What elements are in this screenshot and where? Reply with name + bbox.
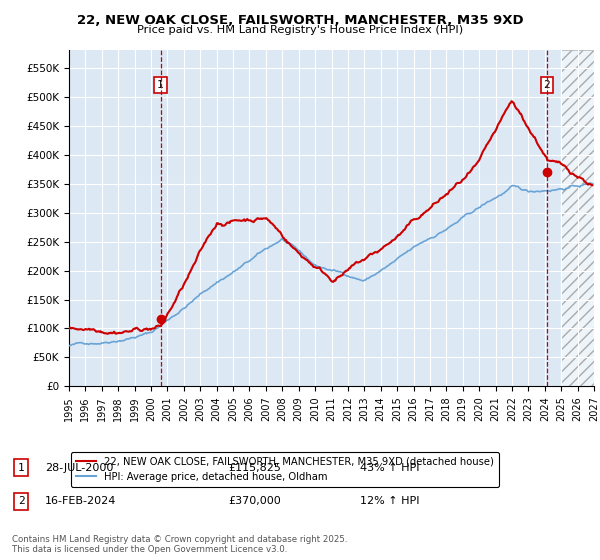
Text: 1: 1: [157, 80, 164, 90]
Text: 12% ↑ HPI: 12% ↑ HPI: [360, 496, 419, 506]
Legend: 22, NEW OAK CLOSE, FAILSWORTH, MANCHESTER, M35 9XD (detached house), HPI: Averag: 22, NEW OAK CLOSE, FAILSWORTH, MANCHESTE…: [71, 452, 499, 487]
Text: Price paid vs. HM Land Registry's House Price Index (HPI): Price paid vs. HM Land Registry's House …: [137, 25, 463, 35]
Text: 43% ↑ HPI: 43% ↑ HPI: [360, 463, 419, 473]
Bar: [561, 50, 594, 386]
Text: 2: 2: [544, 80, 550, 90]
Bar: [561, 50, 594, 386]
Text: 2: 2: [17, 496, 25, 506]
Text: 16-FEB-2024: 16-FEB-2024: [45, 496, 116, 506]
Text: Contains HM Land Registry data © Crown copyright and database right 2025.
This d: Contains HM Land Registry data © Crown c…: [12, 535, 347, 554]
Text: 28-JUL-2000: 28-JUL-2000: [45, 463, 113, 473]
Text: 22, NEW OAK CLOSE, FAILSWORTH, MANCHESTER, M35 9XD: 22, NEW OAK CLOSE, FAILSWORTH, MANCHESTE…: [77, 14, 523, 27]
Text: £115,825: £115,825: [228, 463, 281, 473]
Text: 1: 1: [17, 463, 25, 473]
Text: £370,000: £370,000: [228, 496, 281, 506]
